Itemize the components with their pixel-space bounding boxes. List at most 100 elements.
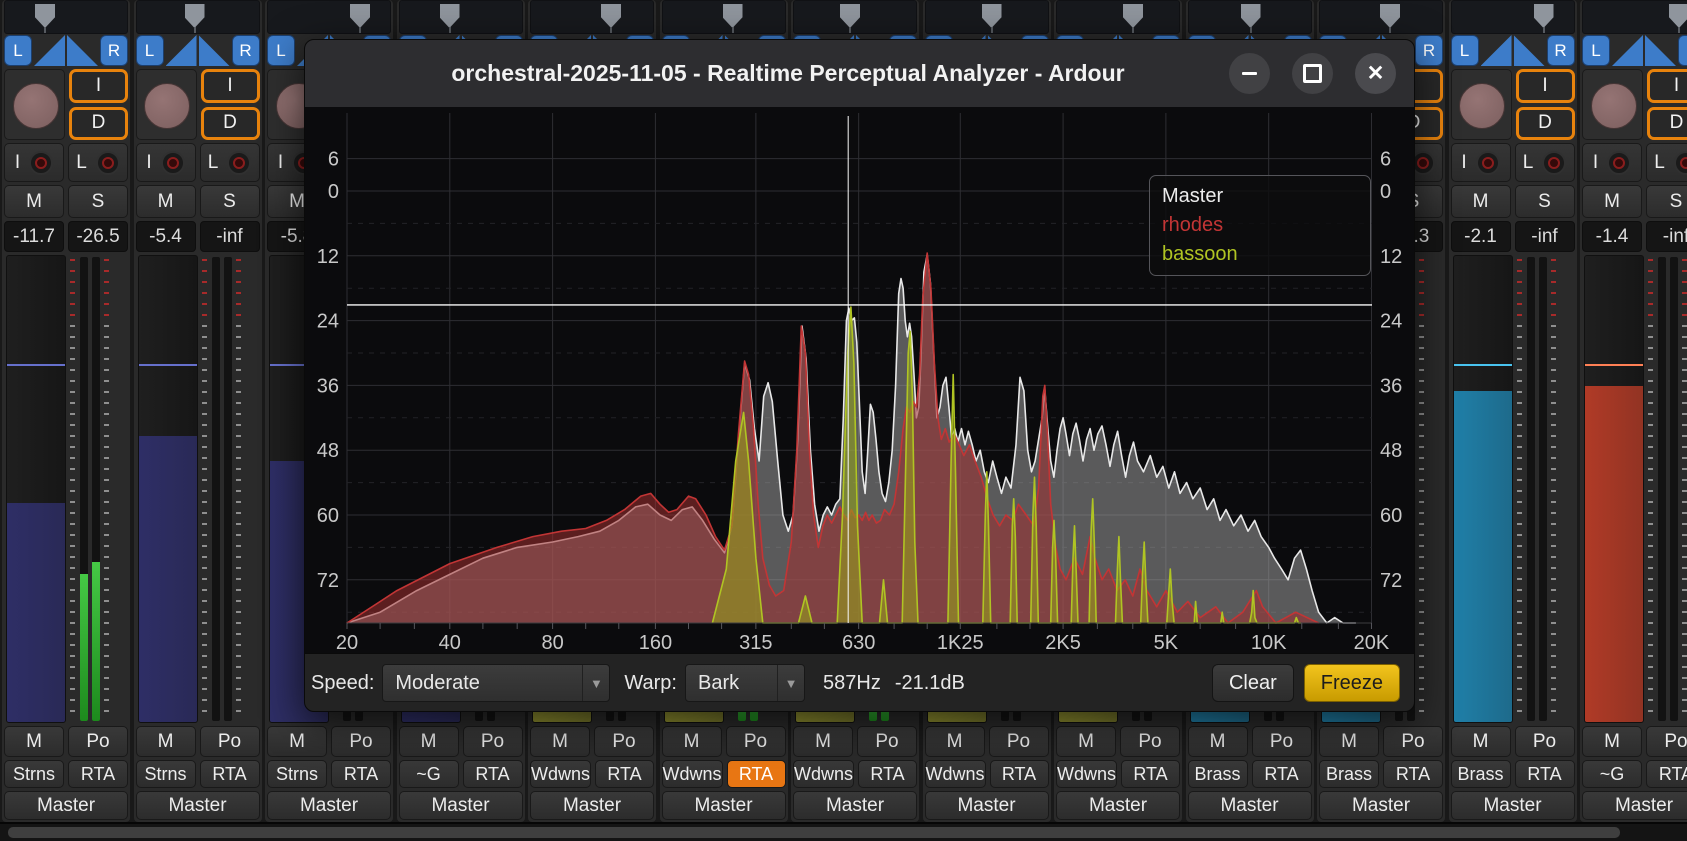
post-button[interactable]: Po bbox=[1120, 726, 1180, 757]
post-button[interactable]: Po bbox=[1646, 726, 1687, 757]
rta-send-button[interactable]: RTA bbox=[989, 760, 1049, 788]
warp-dropdown[interactable]: Bark ▼ bbox=[685, 664, 805, 702]
disk-button[interactable]: D bbox=[1515, 106, 1575, 140]
pan-pointer-icon[interactable] bbox=[601, 4, 621, 28]
pan-slider[interactable] bbox=[1056, 0, 1180, 34]
post-button[interactable]: Po bbox=[199, 726, 260, 757]
master-route-button[interactable]: Master bbox=[661, 791, 786, 820]
mute-button[interactable]: M bbox=[135, 185, 196, 218]
track-name-button[interactable]: Wdwns bbox=[1056, 760, 1118, 788]
pan-left-button[interactable]: L bbox=[267, 35, 295, 66]
pan-pointer-icon[interactable] bbox=[722, 4, 743, 28]
input-monitor-button[interactable]: I bbox=[1582, 143, 1642, 182]
lock-monitor-button[interactable]: L bbox=[1514, 143, 1575, 182]
input-button[interactable]: I bbox=[69, 69, 128, 103]
master-route-button[interactable]: Master bbox=[267, 791, 391, 820]
mute-button[interactable]: M bbox=[4, 185, 64, 218]
rta-send-button[interactable]: RTA bbox=[199, 760, 260, 788]
gain-display[interactable]: -2.1 bbox=[1450, 221, 1511, 252]
rta-send-button[interactable]: RTA bbox=[1514, 760, 1575, 788]
pan-slider[interactable] bbox=[1450, 0, 1575, 34]
post-button[interactable]: Po bbox=[1383, 726, 1443, 757]
minimize-button[interactable] bbox=[1229, 53, 1270, 94]
post-button[interactable]: Po bbox=[331, 726, 391, 757]
master-route-button[interactable]: Master bbox=[1319, 791, 1443, 820]
rta-send-button[interactable]: RTA bbox=[1646, 760, 1687, 788]
post-button[interactable]: Po bbox=[68, 726, 128, 757]
input-monitor-button[interactable]: I bbox=[135, 143, 196, 182]
pan-right-button[interactable]: R bbox=[231, 35, 260, 66]
stereo-width-control[interactable]: L R bbox=[135, 35, 260, 66]
pan-right-button[interactable]: R bbox=[1415, 35, 1443, 66]
pan-slider[interactable] bbox=[924, 0, 1049, 34]
master-route-button[interactable]: Master bbox=[398, 791, 523, 820]
post-button[interactable]: Po bbox=[462, 726, 523, 757]
track-name-button[interactable]: Wdwns bbox=[661, 760, 723, 788]
pan-pointer-icon[interactable] bbox=[1240, 4, 1261, 28]
fader[interactable] bbox=[6, 255, 66, 723]
rta-send-button[interactable]: RTA bbox=[1121, 760, 1180, 788]
mute-button-bottom[interactable]: M bbox=[924, 726, 985, 757]
pan-pointer-icon[interactable] bbox=[184, 4, 205, 28]
solo-button[interactable]: S bbox=[1646, 185, 1687, 218]
pan-slider[interactable] bbox=[530, 0, 654, 34]
pan-pointer-icon[interactable] bbox=[1669, 4, 1687, 28]
horizontal-scrollbar[interactable] bbox=[0, 822, 1687, 841]
disk-button[interactable]: D bbox=[1647, 106, 1687, 140]
spectrum-plot[interactable]: 6 6 0 0 12 12 24 24 36 36 48 48 60 60 72 72 20 40 80 160 315… bbox=[305, 107, 1414, 654]
master-route-button[interactable]: Master bbox=[1450, 791, 1575, 820]
mute-button[interactable]: M bbox=[1582, 185, 1642, 218]
trim-knob[interactable] bbox=[1590, 82, 1637, 129]
input-button[interactable]: I bbox=[1515, 69, 1575, 103]
lock-monitor-button[interactable]: L bbox=[68, 143, 128, 182]
trim-knob[interactable] bbox=[1459, 82, 1505, 129]
input-monitor-button[interactable]: I bbox=[1450, 143, 1511, 182]
pan-left-button[interactable]: L bbox=[4, 35, 32, 66]
pan-slider[interactable] bbox=[661, 0, 786, 34]
pan-pointer-icon[interactable] bbox=[840, 4, 860, 28]
master-route-button[interactable]: Master bbox=[1187, 791, 1312, 820]
master-route-button[interactable]: Master bbox=[4, 791, 128, 820]
pan-slider[interactable] bbox=[1319, 0, 1443, 34]
fader[interactable] bbox=[137, 255, 198, 723]
master-route-button[interactable]: Master bbox=[135, 791, 260, 820]
mute-button-bottom[interactable]: M bbox=[530, 726, 590, 757]
pan-right-button[interactable]: R bbox=[1678, 35, 1687, 66]
track-name-button[interactable]: ~G bbox=[398, 760, 459, 788]
pan-pointer-icon[interactable] bbox=[35, 4, 55, 28]
master-route-button[interactable]: Master bbox=[530, 791, 654, 820]
solo-button[interactable]: S bbox=[68, 185, 128, 218]
disk-button[interactable]: D bbox=[200, 106, 260, 140]
track-name-button[interactable]: Strns bbox=[135, 760, 196, 788]
pan-pointer-icon[interactable] bbox=[439, 4, 460, 28]
rta-send-button[interactable]: RTA bbox=[1251, 760, 1312, 788]
scrollbar-thumb[interactable] bbox=[8, 827, 1620, 838]
track-name-button[interactable]: Brass bbox=[1450, 760, 1511, 788]
gain-display[interactable]: -5.4 bbox=[135, 221, 196, 252]
peak-display[interactable]: -inf bbox=[199, 221, 260, 252]
pan-slider[interactable] bbox=[793, 0, 917, 34]
post-button[interactable]: Po bbox=[725, 726, 786, 757]
mute-button[interactable]: M bbox=[1450, 185, 1511, 218]
close-button[interactable]: ✕ bbox=[1355, 53, 1396, 94]
stereo-width-control[interactable]: L R bbox=[1450, 35, 1575, 66]
mute-button-bottom[interactable]: M bbox=[4, 726, 64, 757]
track-name-button[interactable]: Brass bbox=[1319, 760, 1379, 788]
pan-slider[interactable] bbox=[1582, 0, 1687, 34]
mute-button-bottom[interactable]: M bbox=[793, 726, 853, 757]
stereo-width-control[interactable]: L R bbox=[1582, 35, 1687, 66]
pan-pointer-icon[interactable] bbox=[1380, 4, 1400, 28]
rta-send-button[interactable]: RTA bbox=[68, 760, 128, 788]
mute-button-bottom[interactable]: M bbox=[1056, 726, 1116, 757]
master-route-button[interactable]: Master bbox=[1056, 791, 1180, 820]
mute-button-bottom[interactable]: M bbox=[267, 726, 327, 757]
solo-button[interactable]: S bbox=[199, 185, 260, 218]
track-name-button[interactable]: Strns bbox=[4, 760, 64, 788]
rta-send-button[interactable]: RTA bbox=[595, 760, 654, 788]
rta-send-button[interactable]: RTA bbox=[726, 760, 786, 788]
mute-button-bottom[interactable]: M bbox=[1582, 726, 1642, 757]
disk-button[interactable]: D bbox=[69, 106, 128, 140]
fader[interactable] bbox=[1452, 255, 1513, 723]
dialog-titlebar[interactable]: orchestral-2025-11-05 - Realtime Percept… bbox=[305, 40, 1414, 107]
lock-monitor-button[interactable]: L bbox=[199, 143, 260, 182]
